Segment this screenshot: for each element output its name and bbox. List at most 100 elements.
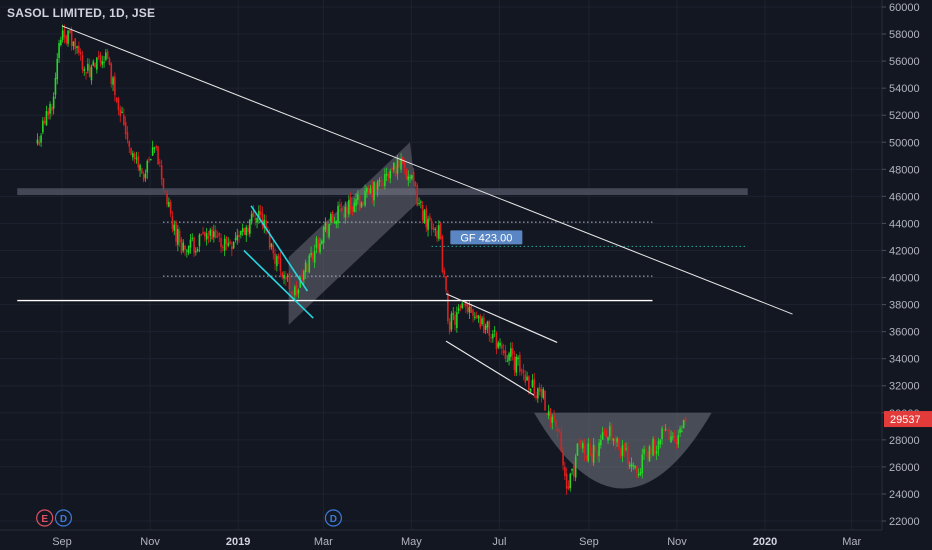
candle-down: [605, 431, 608, 438]
price-tick-label: 46000: [889, 191, 920, 203]
candle-down: [666, 429, 669, 431]
candle-up: [195, 251, 197, 253]
candle-down: [277, 255, 280, 259]
candle-down: [279, 257, 282, 272]
price-tick-label: 50000: [889, 137, 920, 149]
price-tick-label: 40000: [889, 273, 920, 285]
candle-up: [434, 228, 437, 230]
candle-up: [209, 229, 212, 236]
candle-down: [99, 54, 102, 63]
price-tick-label: 22000: [889, 516, 920, 528]
price-tick-label: 28000: [889, 435, 920, 447]
candle-up: [360, 202, 363, 208]
candle-down: [522, 370, 525, 374]
candle-down: [342, 214, 345, 216]
candle-up: [681, 431, 683, 433]
candle-up: [173, 224, 176, 231]
candle-up: [355, 199, 357, 206]
candle-up: [313, 250, 316, 263]
candle-up: [506, 360, 509, 362]
candle-down: [684, 417, 687, 423]
candle-down: [137, 156, 140, 168]
candle-up: [396, 157, 399, 174]
candle-down: [261, 213, 264, 226]
time-tick-label: Sep: [52, 536, 72, 548]
candle-up: [393, 162, 395, 170]
price-axis-background: [882, 0, 932, 550]
candle-down: [349, 196, 352, 210]
candle-down: [414, 181, 417, 186]
candle-down: [668, 429, 671, 441]
candle-down: [126, 132, 129, 140]
candle-down: [259, 210, 262, 215]
time-tick-label: Nov: [667, 536, 687, 548]
candle-up: [310, 252, 312, 256]
candle-up: [376, 181, 379, 190]
candle-up: [659, 439, 662, 445]
candle-up: [461, 303, 464, 308]
candle-up: [499, 342, 501, 346]
candle-up: [297, 289, 300, 294]
candle-down: [141, 168, 143, 174]
price-tick-label: 42000: [889, 245, 920, 257]
candle-up: [411, 175, 413, 179]
candle-up: [481, 318, 483, 325]
candle-up: [508, 353, 510, 361]
candle-up: [333, 221, 336, 223]
candle-up: [76, 46, 78, 49]
candle-up: [61, 30, 64, 40]
candle-down: [470, 303, 473, 313]
candle-up: [427, 218, 429, 230]
candle-down: [231, 246, 233, 250]
candle-down: [106, 51, 109, 59]
candle-up: [551, 416, 554, 424]
candle-up: [103, 61, 105, 63]
price-tick-label: 52000: [889, 110, 920, 122]
candle-up: [510, 348, 512, 357]
candle-up: [655, 451, 658, 454]
candle-down: [218, 232, 221, 236]
candle-down: [443, 270, 446, 275]
candle-down: [290, 292, 293, 294]
price-tick-label: 56000: [889, 56, 920, 68]
candle-down: [394, 165, 397, 176]
candle-down: [51, 106, 53, 111]
candle-down: [589, 443, 591, 456]
candle-up: [249, 219, 251, 234]
candle-up: [582, 443, 584, 449]
candle-up: [353, 202, 356, 212]
candle-up: [58, 42, 60, 59]
candle-up: [344, 206, 347, 218]
candle-down: [580, 440, 582, 448]
candle-up: [571, 468, 573, 471]
candle-down: [162, 178, 165, 189]
candle-up: [607, 437, 609, 441]
candle-up: [146, 160, 149, 173]
candle-down: [367, 189, 370, 194]
candle-up: [484, 325, 487, 330]
time-axis-background: [0, 530, 932, 550]
candle-up: [40, 135, 42, 143]
candle-down: [540, 388, 543, 397]
candle-down: [108, 58, 111, 65]
candle-down: [465, 301, 467, 307]
candle-up: [335, 220, 338, 225]
candle-down: [432, 227, 435, 230]
candle-down: [439, 223, 442, 240]
descending-channel-line: [445, 293, 558, 344]
candle-down: [285, 276, 287, 280]
candle-up: [625, 448, 627, 450]
candle-down: [326, 222, 329, 234]
candle-down: [274, 253, 276, 264]
candle-down: [405, 169, 408, 178]
candle-up: [456, 312, 458, 329]
candle-up: [319, 243, 321, 253]
candle-up: [452, 313, 455, 315]
candle-down: [65, 35, 68, 43]
dividend-event-marker: [324, 509, 343, 527]
candle-down: [252, 211, 255, 217]
candle-down: [618, 438, 620, 449]
candle-down: [675, 440, 678, 444]
candle-up: [492, 333, 494, 339]
